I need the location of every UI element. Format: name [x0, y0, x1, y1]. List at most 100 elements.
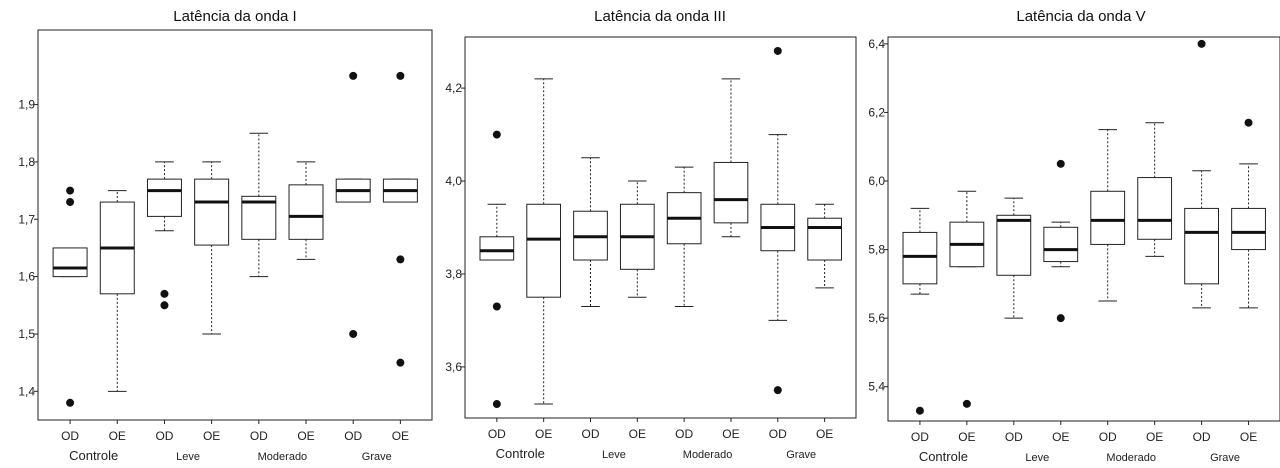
outlier-point	[1056, 314, 1065, 323]
box-5	[241, 132, 277, 278]
outlier-point	[396, 255, 405, 264]
box-3	[146, 161, 182, 310]
box-6	[713, 78, 749, 238]
x-tick-label: OE	[535, 427, 552, 441]
outlier-point	[349, 71, 358, 80]
iqr-box	[526, 203, 562, 298]
x-tick-label: OE	[958, 430, 975, 444]
box-2	[99, 190, 135, 392]
outlier-point	[160, 301, 169, 310]
x-tick-label: OD	[769, 427, 787, 441]
y-tick-label: 4,0	[445, 174, 462, 188]
outlier-point	[962, 399, 971, 408]
outlier-point	[396, 358, 405, 367]
plot-frame	[37, 29, 433, 421]
iqr-box	[996, 214, 1032, 276]
outlier-point	[1056, 159, 1065, 168]
iqr-box	[1090, 190, 1126, 245]
chart-panel-2: Latência da onda III 3,6 3,8 4,0 4,2 OD OE OD OE…	[445, 8, 857, 461]
chart-title: Latência da onda V	[1016, 8, 1145, 25]
box-5	[666, 166, 702, 307]
y-tick-label: 6,0	[868, 174, 885, 188]
x-tick-label: OE	[392, 429, 409, 443]
y-tick-label: 1,4	[18, 384, 35, 398]
iqr-box	[479, 236, 515, 261]
box-8	[382, 71, 418, 367]
iqr-box	[713, 161, 749, 224]
iqr-box	[52, 247, 88, 278]
x-tick-label: OE	[1240, 430, 1257, 444]
box-4	[619, 180, 655, 298]
x-tick-label: OE	[629, 427, 646, 441]
box-3	[573, 157, 608, 307]
box-1	[52, 186, 88, 407]
y-tick-label: 1,7	[18, 212, 35, 226]
group-label: Controle	[69, 448, 118, 463]
iqr-box	[288, 184, 324, 240]
box-7	[1184, 39, 1220, 309]
y-tick-label: 3,6	[445, 360, 462, 374]
box-2	[526, 78, 562, 405]
box-8	[1231, 118, 1266, 309]
x-tick-label: OE	[1052, 430, 1069, 444]
plot-frame	[464, 36, 857, 419]
x-tick-label: OD	[344, 429, 362, 443]
iqr-box	[1137, 177, 1173, 240]
outlier-point	[396, 71, 405, 80]
group-label: Leve	[602, 449, 626, 461]
group-label: Leve	[176, 451, 200, 463]
y-tick-label: 4,2	[445, 81, 462, 95]
group-label: Grave	[786, 449, 816, 461]
group-label: Leve	[1025, 452, 1049, 464]
chart-title: Latência da onda I	[173, 8, 296, 25]
box-5	[1090, 129, 1126, 302]
x-tick-label: OE	[203, 429, 220, 443]
box-4	[194, 161, 230, 335]
chart-title: Latência da onda III	[594, 8, 726, 25]
group-label: Moderado	[683, 449, 733, 461]
group-label: Moderado	[258, 451, 308, 463]
iqr-box	[1184, 207, 1220, 285]
y-tick-label: 3,8	[445, 267, 462, 281]
outlier-point	[66, 198, 75, 207]
outlier-point	[492, 302, 501, 311]
box-7	[760, 46, 796, 395]
box-1	[479, 130, 515, 409]
y-tick-label: 1,5	[18, 327, 35, 341]
x-tick-label: OE	[297, 429, 314, 443]
x-tick-label: OD	[1193, 430, 1211, 444]
group-label: Grave	[362, 451, 392, 463]
group-label: Controle	[496, 446, 545, 461]
x-tick-label: OD	[250, 429, 268, 443]
y-tick-label: 1,9	[18, 98, 35, 112]
x-tick-label: OD	[488, 427, 506, 441]
box-6	[1137, 122, 1173, 257]
outlier-point	[492, 130, 501, 139]
outlier-point	[1197, 39, 1206, 48]
box-2	[949, 190, 985, 408]
y-tick-label: 5,6	[868, 311, 885, 325]
x-tick-label: OE	[1146, 430, 1163, 444]
box-8	[807, 203, 842, 289]
y-tick-label: 5,4	[868, 380, 885, 394]
y-tick-label: 6,4	[868, 37, 885, 51]
x-tick-label: OD	[581, 427, 599, 441]
iqr-box	[807, 217, 842, 261]
box-1	[902, 207, 938, 415]
x-tick-label: OE	[109, 429, 126, 443]
box-7	[335, 71, 371, 338]
x-tick-label: OD	[155, 429, 173, 443]
x-tick-label: OE	[816, 427, 833, 441]
x-tick-label: OD	[61, 429, 79, 443]
outlier-point	[349, 329, 358, 338]
y-tick-label: 5,8	[868, 243, 885, 257]
iqr-box	[146, 178, 182, 217]
outlier-point	[915, 406, 924, 415]
outlier-point	[66, 398, 75, 407]
outlier-point	[1244, 118, 1253, 127]
x-tick-label: OD	[1005, 430, 1023, 444]
outlier-point	[160, 289, 169, 298]
group-label: Moderado	[1106, 452, 1156, 464]
x-tick-label: OD	[675, 427, 693, 441]
